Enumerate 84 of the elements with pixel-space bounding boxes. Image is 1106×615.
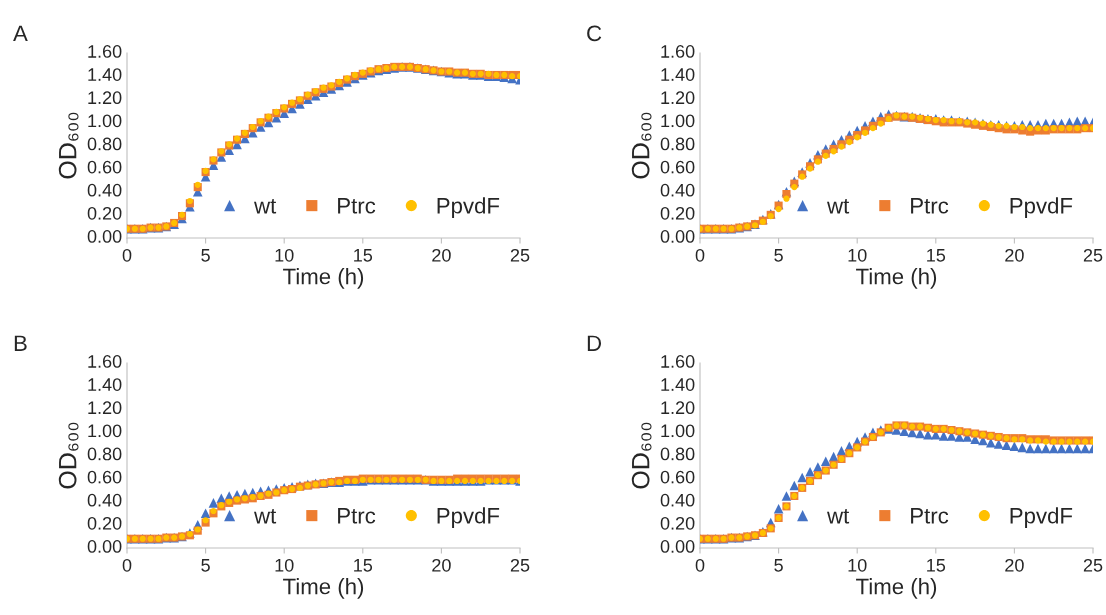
y-tick-label: 0.80 [660,447,695,461]
x-tick-label: 10 [848,558,867,572]
y-tick-label: 0.00 [660,540,695,553]
y-tick-label: 1.00 [88,114,122,128]
legend-label: Ptrc [338,508,376,524]
x-tick-label: 20 [432,248,451,262]
x-axis-title: Time (h) [856,578,937,599]
chart-title: C [587,25,602,42]
y-axis-title: OD₆₀₀ [58,112,79,179]
y-tick-label: 1.60 [88,355,122,368]
y-tick-label: 1.60 [88,45,122,58]
y-tick-label: 1.20 [661,91,695,105]
x-tick-label: 25 [1083,558,1103,572]
x-tick-label: 15 [354,249,373,262]
y-tick-label: 0.20 [660,206,695,220]
y-tick-label: 1.20 [661,401,695,415]
y-tick-label: 0.60 [87,160,122,174]
y-tick-label: 0.40 [660,183,695,197]
y-tick-label: 0.00 [87,540,122,553]
y-tick-label: 0.20 [87,516,122,530]
legend-label: PpvdF [1010,197,1073,218]
x-tick-label: 10 [848,248,867,262]
legend-label: Ptrc [911,198,949,214]
y-tick-label: 1.40 [661,68,695,81]
y-tick-label: 1.40 [88,68,122,81]
x-tick-label: 0 [695,558,705,572]
x-axis-title: Time (h) [283,578,364,599]
legend-label: Ptrc [338,198,376,214]
legend-label: wt [827,199,850,214]
x-tick-label: 15 [927,249,946,262]
legend-label: wt [827,509,850,524]
y-tick-label: 0.60 [660,470,695,484]
x-tick-label: 25 [510,558,530,572]
y-axis-title: OD₆₀₀ [58,422,79,489]
legend-label: PpvdF [1010,507,1073,528]
y-tick-label: 1.00 [661,424,695,438]
legend-label: Ptrc [911,508,949,524]
y-axis-title: OD₆₀₀ [631,422,652,489]
y-tick-label: 1.20 [88,91,122,105]
x-tick-label: 5 [774,559,783,572]
x-axis-title: Time (h) [283,268,364,289]
y-tick-label: 0.40 [87,493,122,507]
x-tick-label: 20 [1005,248,1024,262]
x-tick-label: 15 [354,559,373,572]
y-tick-label: 1.20 [88,401,122,415]
x-tick-label: 20 [432,558,451,572]
chart-title: A [13,25,28,41]
x-tick-label: 10 [275,248,294,262]
x-tick-label: 0 [122,558,132,572]
legend-label: PpvdF [437,507,500,528]
y-tick-label: 0.60 [87,470,122,484]
y-axis-title: OD₆₀₀ [631,112,652,179]
y-tick-label: 0.80 [87,447,122,461]
x-tick-label: 10 [275,558,294,572]
chart-title: D [587,335,602,351]
y-tick-label: 0.80 [87,137,122,151]
y-tick-label: 0.00 [660,230,695,243]
x-tick-label: 5 [201,249,210,262]
y-tick-label: 1.40 [661,378,695,391]
y-tick-label: 0.20 [87,206,122,220]
legend-label: wt [254,509,277,524]
y-tick-label: 1.60 [661,355,695,368]
x-axis-title: Time (h) [856,268,937,289]
y-tick-label: 1.60 [661,45,695,58]
legend-label: wt [254,199,277,214]
y-tick-label: 1.00 [88,424,122,438]
y-tick-label: 0.20 [660,516,695,530]
y-tick-label: 0.80 [660,137,695,151]
y-tick-label: 0.60 [660,160,695,174]
legend-label: PpvdF [437,197,500,218]
x-tick-label: 25 [1083,248,1103,262]
x-tick-label: 0 [695,248,705,262]
y-tick-label: 0.00 [87,230,122,243]
x-tick-label: 25 [510,248,530,262]
x-tick-label: 20 [1005,558,1024,572]
x-tick-label: 5 [201,559,210,572]
x-tick-label: 0 [122,248,132,262]
x-tick-label: 15 [927,559,946,572]
x-tick-label: 5 [774,249,783,262]
y-tick-label: 0.40 [660,493,695,507]
y-tick-label: 0.40 [87,183,122,197]
y-tick-label: 1.00 [661,114,695,128]
y-tick-label: 1.40 [88,378,122,391]
chart-title: B [14,335,27,351]
